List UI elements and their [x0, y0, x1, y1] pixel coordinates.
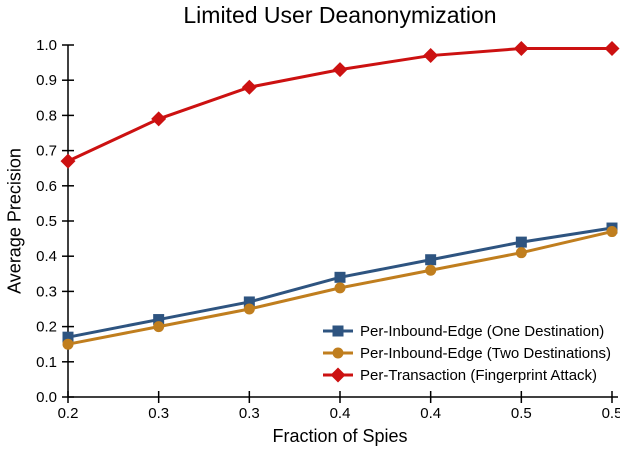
data-point-square — [425, 254, 437, 266]
y-tick-label: 1.0 — [36, 37, 57, 54]
legend-marker-glyph — [330, 367, 346, 383]
data-point-circle — [62, 338, 74, 350]
y-tick-label: 0.3 — [36, 283, 57, 300]
y-tick-label: 0.7 — [36, 143, 57, 160]
data-point-diamond — [60, 153, 76, 169]
data-point-diamond — [423, 48, 439, 64]
legend-row: Per-Inbound-Edge (Two Destinations) — [320, 342, 611, 364]
data-point-diamond — [241, 79, 257, 95]
data-point-circle — [606, 226, 618, 238]
legend-marker-glyph — [332, 347, 344, 359]
data-point-square — [153, 314, 165, 326]
legend-row: Per-Inbound-Edge (One Destination) — [320, 320, 611, 342]
y-tick-label: 0.5 — [36, 213, 57, 230]
data-point-square — [334, 271, 346, 283]
data-point-diamond — [332, 62, 348, 78]
legend-label: Per-Transaction (Fingerprint Attack) — [360, 366, 598, 384]
legend-label: Per-Inbound-Edge (One Destination) — [360, 322, 605, 340]
data-point-square — [515, 236, 527, 248]
data-point-square — [243, 296, 255, 308]
x-tick-label: 0.3 — [239, 405, 260, 422]
y-tick-label: 0.2 — [36, 319, 57, 336]
data-point-circle — [153, 321, 165, 333]
x-axis-label: Fraction of Spies — [272, 426, 408, 446]
chart-title: Limited User Deanonymization — [183, 2, 497, 28]
data-point-diamond — [513, 41, 529, 57]
legend-marker-glyph — [332, 325, 344, 337]
y-tick-label: 0.6 — [36, 178, 57, 195]
x-tick-label: 0.3 — [148, 405, 169, 422]
legend-label: Per-Inbound-Edge (Two Destinations) — [360, 344, 611, 362]
x-tick-label: 0.4 — [420, 405, 441, 422]
data-point-diamond — [151, 111, 167, 127]
legend-row: Per-Transaction (Fingerprint Attack) — [320, 364, 611, 386]
y-tick-label: 0.4 — [36, 248, 57, 265]
legend-marker-circle-icon — [323, 347, 353, 359]
legend-marker-diamond-icon — [323, 367, 353, 383]
y-tick-label: 0.1 — [36, 354, 57, 371]
legend: Per-Inbound-Edge (One Destination) Per-In… — [320, 320, 611, 386]
legend-marker-square-icon — [323, 325, 353, 337]
data-point-circle — [515, 247, 527, 259]
data-point-circle — [334, 282, 346, 294]
y-tick-label: 0.9 — [36, 72, 57, 89]
data-point-diamond — [604, 41, 620, 57]
x-tick-label: 0.5 — [602, 405, 620, 422]
x-tick-label: 0.5 — [511, 405, 532, 422]
data-point-circle — [425, 264, 437, 276]
y-tick-label: 0.8 — [36, 107, 57, 124]
data-point-square — [62, 331, 74, 343]
y-tick-label: 0.0 — [36, 389, 57, 406]
x-tick-label: 0.4 — [330, 405, 351, 422]
x-tick-label: 0.2 — [58, 405, 79, 422]
data-point-circle — [243, 303, 255, 315]
